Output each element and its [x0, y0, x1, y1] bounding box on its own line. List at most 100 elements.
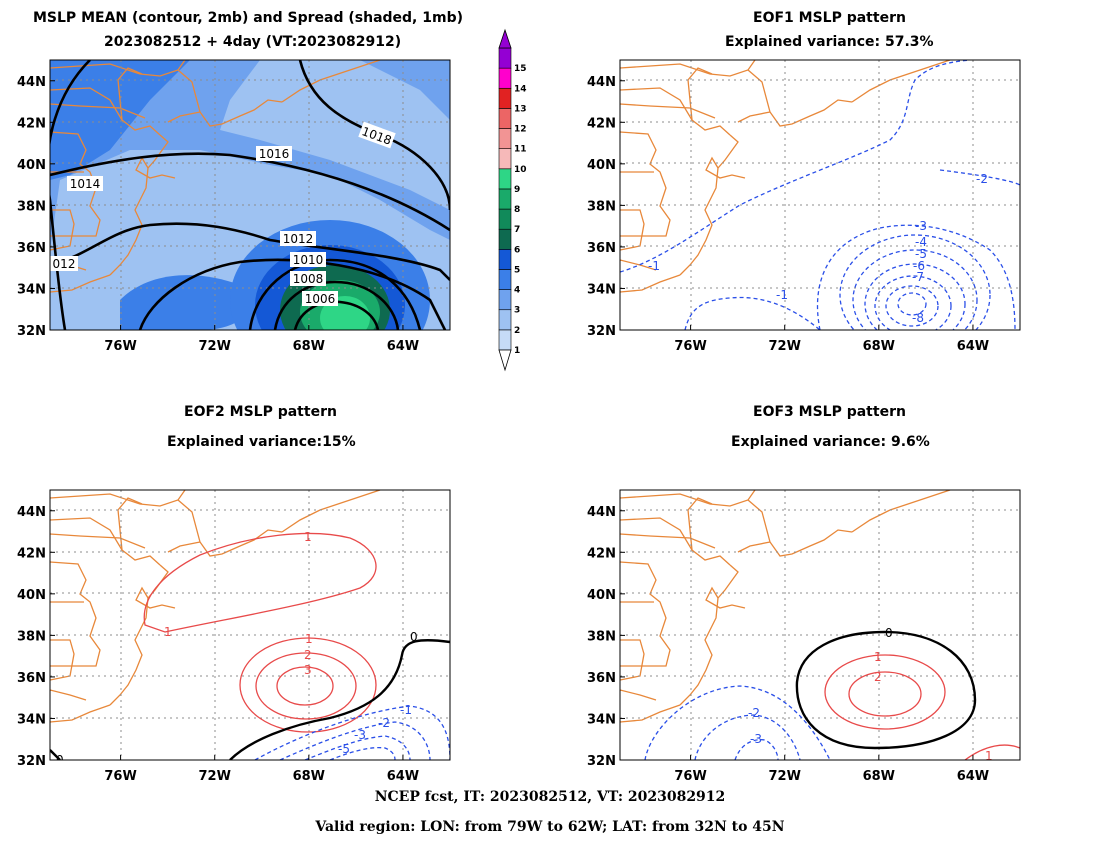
eof2-label: 0: [56, 753, 64, 767]
colorbar-bottom-arrow: [498, 349, 512, 372]
lon-tick-label: 72W: [198, 769, 230, 784]
spread-shade-4-s: [120, 275, 250, 330]
colorbar-swatch: [498, 329, 512, 351]
lon-tick-label: 76W: [104, 339, 136, 354]
eof2-variance: Explained variance:15%: [167, 434, 356, 450]
lon-tick-label: 76W: [104, 769, 136, 784]
colorbar-swatch: [498, 208, 512, 230]
eof3-label: 1: [985, 749, 993, 763]
footer-forecast-info: NCEP fcst, IT: 2023082512, VT: 202308291…: [374, 789, 726, 805]
eof1-label: -1: [776, 288, 788, 302]
eof2-label: 1: [164, 625, 172, 639]
lon-tick-label: 76W: [674, 769, 706, 784]
eof1-labels: -2 -1 -1 -3 -4 -5 -6 -7 -8: [648, 172, 988, 325]
lat-tick-label: 42N: [17, 116, 46, 131]
colorbar-label: 3: [514, 306, 520, 316]
eof3-title: EOF3 MSLP pattern: [753, 404, 906, 420]
eof2-title: EOF2 MSLP pattern: [184, 404, 337, 420]
eof2-label: 2: [304, 648, 312, 662]
eof3-labels: 0 1 2 -2 -3 1: [748, 626, 993, 763]
colorbar-label: 6: [514, 245, 520, 255]
colorbar-swatch: [498, 269, 512, 290]
lon-tick-label: 68W: [863, 769, 895, 784]
eof2-label: -5: [338, 742, 350, 756]
lat-tick-label: 34N: [587, 712, 616, 727]
lat-tick-label: 34N: [17, 712, 46, 727]
colorbar-label: 5: [514, 265, 520, 275]
eof2-label: 1: [305, 632, 313, 646]
eof2-label: -1: [400, 703, 412, 717]
eof1-label: -6: [913, 259, 925, 273]
colorbar-label: 8: [514, 205, 520, 215]
contour-label-1006: 1006: [305, 292, 336, 306]
eof2-zero-contour: [50, 639, 450, 760]
lat-tick-label: 44N: [17, 75, 46, 90]
lon-tick-label: 64W: [957, 339, 989, 354]
lat-tick-label: 36N: [17, 671, 46, 686]
eof1-label: -7: [912, 270, 924, 284]
lon-tick-label: 72W: [768, 769, 800, 784]
eof1-label: -4: [915, 235, 927, 249]
contour-label-1014: 1014: [70, 177, 101, 191]
colorbar-swatch: [498, 67, 512, 89]
lon-tick-label: 68W: [863, 339, 895, 354]
lat-tick-label: 38N: [587, 199, 616, 214]
eof3-label: -3: [750, 732, 762, 746]
lat-tick-label: 32N: [587, 754, 616, 769]
lat-tick-label: 44N: [587, 75, 616, 90]
lon-tick-label: 72W: [198, 339, 230, 354]
colorbar-label: 1: [514, 346, 520, 356]
lat-tick-label: 42N: [17, 546, 46, 561]
colorbar-label: 2: [514, 326, 520, 336]
lat-tick-label: 32N: [587, 324, 616, 339]
lat-tick-label: 34N: [587, 282, 616, 297]
grid-lines: [620, 60, 1020, 330]
eof1-contours: [620, 60, 1020, 330]
lat-tick-label: 38N: [17, 199, 46, 214]
eof3-positive-contours: [824, 654, 1020, 760]
mean-contour-labels: 1018 1016 1014 1012 1010 1008 1006 012: [50, 121, 396, 306]
colorbar-swatch: [498, 289, 512, 311]
spread-shade-2-ne: [220, 60, 450, 210]
footer-valid-region: Valid region: LON: from 79W to 62W; LAT:…: [315, 819, 785, 835]
colorbar-swatch: [498, 309, 512, 331]
eof2-label: 0: [410, 630, 418, 644]
colorbar-label: 10: [514, 165, 527, 175]
eof3-label: 2: [874, 670, 882, 684]
lat-tick-label: 42N: [587, 116, 616, 131]
axis-ticks: 76W 72W 68W 64W 44N 42N 40N 38N 36N 34N 32N 76W 72W 6…: [17, 75, 989, 784]
lat-tick-label: 40N: [587, 588, 616, 603]
contour-label-1012: 1012: [283, 232, 314, 246]
eof1-label: -3: [915, 219, 927, 233]
lat-tick-label: 34N: [17, 282, 46, 297]
colorbar-label: 7: [514, 225, 520, 235]
eof2-negative-contours: [254, 705, 450, 760]
colorbar-swatch: [498, 188, 512, 210]
mslp-contours: [50, 60, 450, 330]
lon-tick-label: 76W: [674, 339, 706, 354]
eof1-label: -8: [912, 311, 924, 325]
lat-tick-label: 38N: [587, 629, 616, 644]
eof2-label: 3: [304, 663, 312, 677]
contour-label-1008: 1008: [293, 272, 324, 286]
eof1-label: -1: [648, 259, 660, 273]
colorbar-label: 11: [514, 145, 527, 155]
contour-label-1016: 1016: [259, 147, 290, 161]
grid-lines: [50, 60, 450, 330]
eof3-label: 1: [874, 650, 882, 664]
grid-lines: [620, 490, 1020, 760]
mean-title-line2: 2023082512 + 4day (VT:2023082912): [104, 34, 402, 50]
lat-tick-label: 44N: [17, 505, 46, 520]
colorbar-label: 4: [514, 286, 520, 296]
lon-tick-label: 64W: [387, 769, 419, 784]
mean-map-panel: 1018 1016 1014 1012 1010 1008 1006 012: [49, 59, 451, 331]
lat-tick-label: 42N: [587, 546, 616, 561]
eof3-zero-contour: [795, 630, 977, 750]
lat-tick-label: 44N: [587, 505, 616, 520]
colorbar-swatch: [498, 128, 512, 149]
lat-tick-label: 40N: [587, 158, 616, 173]
contour-label-1010: 1010: [293, 253, 324, 267]
lon-tick-label: 64W: [387, 339, 419, 354]
colorbar-top-arrow: [498, 28, 512, 49]
